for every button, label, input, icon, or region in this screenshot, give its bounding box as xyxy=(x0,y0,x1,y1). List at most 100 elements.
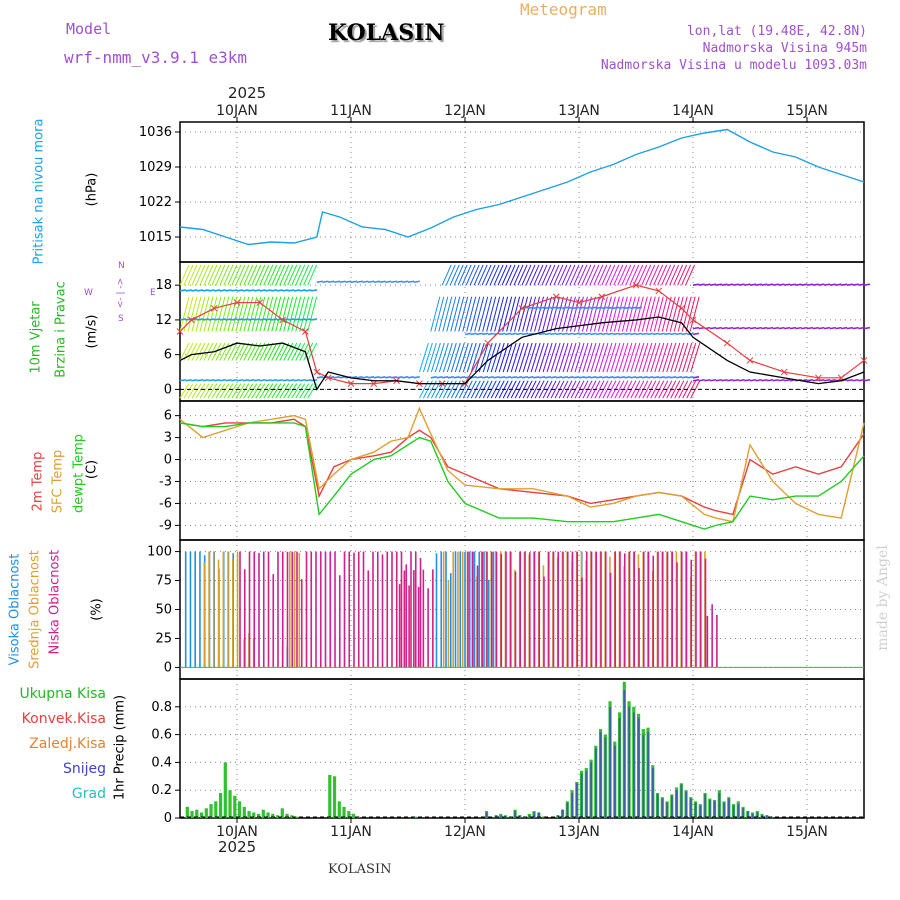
wind-gust-marker xyxy=(860,357,868,364)
wind-arrow xyxy=(732,378,740,382)
wind-arrow xyxy=(322,280,329,284)
wind-barb xyxy=(666,342,677,373)
wind-barb xyxy=(530,296,541,332)
precip-snow-bar xyxy=(528,815,531,818)
wind-barb xyxy=(518,296,529,332)
wind-barb xyxy=(211,296,222,332)
wind-barb xyxy=(674,342,685,373)
wind-barb xyxy=(219,342,230,361)
wind-barb xyxy=(291,264,302,286)
wind-gust-marker xyxy=(176,328,184,335)
wind-barb xyxy=(646,342,657,373)
wind-barb xyxy=(271,264,282,286)
wind-arrow xyxy=(282,318,289,321)
wind-barb xyxy=(267,383,278,399)
wind-barb xyxy=(239,342,250,361)
wind-barb xyxy=(634,380,645,399)
wind-barb xyxy=(474,380,485,399)
wind-barb xyxy=(199,342,210,361)
y-tick-label: -9 xyxy=(159,518,172,533)
wind-arrow xyxy=(812,283,819,286)
wind-barb xyxy=(689,296,700,332)
wind-barb xyxy=(669,264,680,286)
precip-total-bar xyxy=(190,811,194,818)
wind-barb xyxy=(538,342,549,373)
precip-snow-bar xyxy=(704,794,707,818)
wind-barb xyxy=(263,296,274,332)
wind-arrow xyxy=(282,378,289,382)
wind-barb xyxy=(255,296,266,332)
y-tick-label: 1029 xyxy=(139,160,172,175)
wind-barb xyxy=(259,342,270,361)
wind-arrow xyxy=(584,332,591,336)
wind-arrow xyxy=(231,378,238,382)
wind-barb xyxy=(506,342,517,373)
wind-barb xyxy=(299,383,310,399)
wind-arrow xyxy=(225,289,232,292)
wind-barb xyxy=(557,296,568,332)
wind-arrow xyxy=(521,376,529,379)
panel-frame xyxy=(179,121,865,263)
wind-arrow xyxy=(607,332,614,336)
wind-barb xyxy=(534,296,545,332)
wind-arrow xyxy=(806,283,814,286)
wind-barb xyxy=(682,342,693,373)
precip-snow-bar xyxy=(666,802,669,818)
wind-barb xyxy=(618,342,629,373)
wind-arrow xyxy=(806,378,814,382)
wind-barb xyxy=(227,264,238,286)
wind-arrow xyxy=(550,332,557,336)
wind-barb xyxy=(279,264,290,286)
model-name: wrf-nmm_v3.9.1 e3km xyxy=(64,48,248,67)
wind-arrow xyxy=(561,376,569,379)
wind-barb xyxy=(287,383,298,399)
wind-arrow xyxy=(550,376,557,379)
precip-total-bar xyxy=(204,808,208,818)
wind-barb xyxy=(565,296,576,332)
wind-arrow xyxy=(692,326,700,330)
wind-barb xyxy=(681,264,692,286)
precip-total-bar xyxy=(223,762,227,818)
wind-barb xyxy=(231,383,242,399)
precip-snow-bar xyxy=(690,798,692,818)
precip-snow-bar xyxy=(623,690,626,818)
wind-barb xyxy=(247,383,258,399)
y-tick-label: 1022 xyxy=(139,195,172,210)
wind-arrow xyxy=(852,326,859,330)
wind-arrow xyxy=(538,376,546,379)
wind-barb xyxy=(629,296,640,332)
wind-barb xyxy=(462,342,473,373)
wind-arrow xyxy=(550,306,557,310)
wind-arrow xyxy=(179,289,187,292)
precip-snow-bar xyxy=(561,809,564,818)
precip-snow-bar xyxy=(737,804,740,818)
wind-arrow xyxy=(607,376,614,379)
wind-barb xyxy=(442,342,453,373)
wind-arrow xyxy=(253,289,261,292)
x-day-label-top: 11JAN xyxy=(330,103,372,119)
panel-frame xyxy=(179,678,865,819)
wind-arrow xyxy=(373,280,380,284)
wind-arrow xyxy=(407,376,415,379)
wind-arrow xyxy=(613,332,620,336)
wind-barb xyxy=(227,342,238,361)
wind-arrow xyxy=(806,326,814,330)
wind-arrow xyxy=(328,280,335,284)
y-tick-label: -6 xyxy=(159,496,172,511)
wind-arrow xyxy=(293,289,301,292)
wind-barb xyxy=(686,342,697,373)
wind-gust-marker xyxy=(256,299,264,306)
precip-snow-bar xyxy=(723,802,726,818)
wind-barb xyxy=(478,296,489,332)
wind-barb xyxy=(637,264,648,286)
wind-barb xyxy=(207,264,218,286)
wind-arrow xyxy=(607,306,614,310)
wind-arrow xyxy=(271,318,278,321)
wind-barb xyxy=(211,264,222,286)
year-top: 2025 xyxy=(228,84,267,102)
wind-arrow xyxy=(538,332,546,336)
wind-arrow xyxy=(567,332,574,336)
precip-total-bar xyxy=(294,816,299,818)
wind-arrow xyxy=(253,318,261,321)
precip-label-5: Grad xyxy=(71,786,106,802)
